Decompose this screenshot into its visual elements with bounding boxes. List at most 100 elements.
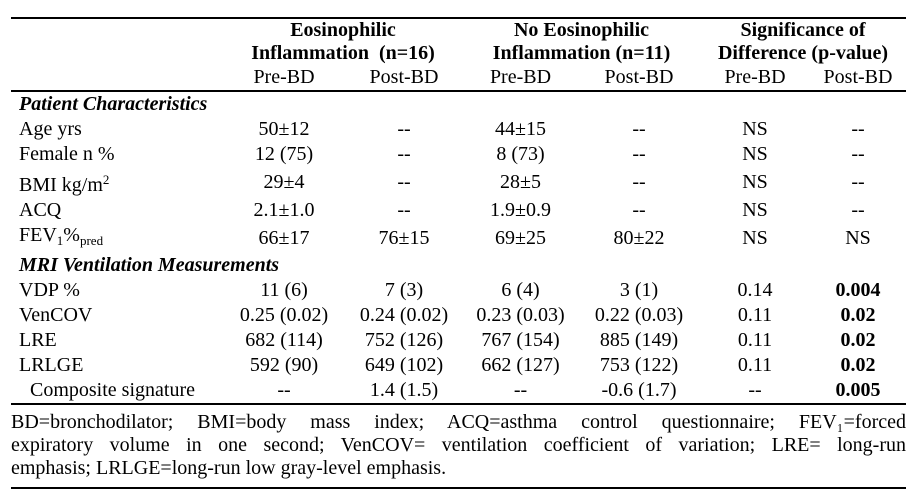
table-cell: 76±15: [378, 226, 430, 249]
empty-cell: [11, 65, 223, 91]
table-cell: 0.005: [835, 379, 881, 401]
row-label: VenCOV: [11, 303, 223, 328]
table-row: Age yrs 50±12 -- 44±15 -- NS --: [11, 117, 906, 142]
table-cell: 1.4 (1.5): [369, 379, 439, 401]
column-group-significance: Significance of Difference (p-value): [700, 18, 906, 65]
table-cell: 767 (154): [481, 329, 560, 351]
group-title-line: Difference (p-value): [717, 42, 889, 64]
table-cell: 0.02: [840, 304, 876, 326]
table-cell: --: [851, 171, 865, 193]
column-header-pre-bd: Pre-BD: [253, 66, 315, 88]
corner-cell: [11, 18, 223, 65]
row-label: Age yrs: [11, 117, 223, 142]
label-text: Age yrs: [19, 118, 82, 140]
label-text: Composite signature: [30, 379, 195, 401]
table-row: VenCOV 0.25 (0.02) 0.24 (0.02) 0.23 (0.03) 0…: [11, 303, 906, 328]
table-header: Eosinophilic Inflammation (n=16) No Eosi…: [11, 18, 907, 91]
label-text: FEV: [19, 224, 57, 246]
table-cell: 753 (122): [599, 354, 679, 376]
footnote-line: BD=bronchodilator; BMI=body mass index; …: [11, 411, 906, 433]
table-cell: 0.22 (0.03): [594, 304, 684, 326]
table-cell: 0.23 (0.03): [476, 304, 565, 326]
table-cell: 0.004: [835, 279, 881, 301]
label-text: LRE: [19, 329, 57, 351]
table-cell: 29±4: [263, 171, 305, 193]
table-cell: --: [632, 118, 646, 140]
row-label: VDP %: [11, 278, 223, 303]
table-cell: NS: [742, 171, 768, 193]
column-header-pre-bd: Pre-BD: [724, 66, 786, 88]
table-cell: 0.11: [737, 354, 773, 376]
table-cell: --: [748, 379, 762, 401]
table-cell: NS: [742, 143, 768, 165]
label-superscript: 2: [102, 172, 110, 187]
table-cell: 0.02: [840, 329, 876, 351]
row-label: LRLGE: [11, 353, 223, 378]
column-group-eosinophilic: Eosinophilic Inflammation (n=16): [223, 18, 463, 65]
group-title-line: Significance of: [740, 19, 866, 41]
sub-header-row: Pre-BD Post-BD Pre-BD Post-BD Pre-BD Pos…: [11, 65, 906, 91]
table-cell: NS: [742, 118, 768, 140]
table-cell: 80±22: [613, 226, 665, 249]
table-cell: 752 (126): [364, 329, 444, 351]
table-cell: NS: [742, 226, 768, 249]
table-cell: 7 (3): [384, 279, 424, 301]
table-cell: 44±15: [495, 118, 546, 140]
group-title-line: Inflammation (n=16): [251, 42, 435, 64]
table-cell: --: [397, 171, 411, 193]
column-header-post-bd: Post-BD: [823, 66, 893, 88]
table-cell: --: [632, 171, 646, 193]
table-row: Female n % 12 (75) -- 8 (73) -- NS --: [11, 142, 906, 167]
table-cell: 649 (102): [364, 354, 444, 376]
results-table: Eosinophilic Inflammation (n=16) No Eosi…: [11, 17, 907, 405]
row-label: Composite signature: [11, 378, 223, 404]
footnote-line: emphasis; LRLGE=long-run low gray-level …: [11, 457, 447, 479]
table-cell: 0.25 (0.02): [239, 304, 329, 326]
table-cell: 6 (4): [501, 279, 540, 301]
table-cell: -0.6 (1.7): [601, 379, 677, 401]
table-cell: 12 (75): [254, 143, 314, 165]
table-cell: 0.02: [840, 354, 876, 376]
column-header-post-bd: Post-BD: [369, 66, 439, 88]
table-row: LRE 682 (114) 752 (126) 767 (154) 885 (149) 0…: [11, 328, 906, 353]
table-cell: 69±25: [495, 226, 546, 249]
table-cell: 2.1±1.0: [253, 199, 315, 221]
table-row: FEV1%pred 66±17 76±15 69±25 80±22 NS NS: [11, 223, 906, 253]
table-cell: 0.11: [737, 304, 773, 326]
row-label: Female n %: [11, 142, 223, 167]
table-cell: --: [277, 379, 291, 401]
table-cell: 3 (1): [619, 279, 659, 301]
label-text: VDP %: [19, 279, 80, 301]
table-cell: 0.14: [737, 279, 773, 301]
table-cell: 682 (114): [245, 329, 323, 351]
table-cell: --: [397, 199, 411, 221]
table-cell: 0.24 (0.02): [359, 304, 449, 326]
section-header-row: Patient Characteristics: [11, 91, 906, 117]
column-header-pre-bd: Pre-BD: [489, 66, 552, 88]
section-title: MRI Ventilation Measurements: [19, 254, 280, 276]
table-cell: 50±12: [258, 118, 310, 140]
bottom-rule: [11, 487, 906, 489]
row-label: FEV1%pred: [11, 223, 223, 253]
label-subscript: 1: [56, 233, 64, 248]
group-title-line: No Eosinophilic: [513, 19, 650, 41]
table-cell: 1.9±0.9: [490, 199, 551, 221]
table-cell: NS: [845, 226, 871, 249]
table-cell: 662 (127): [481, 354, 560, 376]
table-cell: --: [851, 143, 865, 165]
label-text: %: [63, 224, 80, 246]
table-cell: 28±5: [500, 171, 541, 193]
table-cell: 0.11: [737, 329, 773, 351]
table-cell: 66±17: [258, 226, 310, 249]
footnote-line: expiratory volume in one second; VenCOV=…: [11, 434, 906, 456]
group-title-line: Eosinophilic: [290, 19, 396, 41]
table-cell: 592 (90): [249, 354, 319, 376]
column-group-no-eosinophilic: No Eosinophilic Inflammation (n=11): [463, 18, 700, 65]
group-header-row: Eosinophilic Inflammation (n=16) No Eosi…: [11, 18, 906, 65]
table-row: Composite signature -- 1.4 (1.5) -- -0.6 (1.…: [11, 378, 906, 404]
label-text: LRLGE: [19, 354, 84, 376]
label-text: VenCOV: [19, 304, 93, 326]
table-cell: 11 (6): [260, 279, 308, 301]
table-cell: --: [397, 143, 411, 165]
table-cell: --: [632, 199, 646, 221]
